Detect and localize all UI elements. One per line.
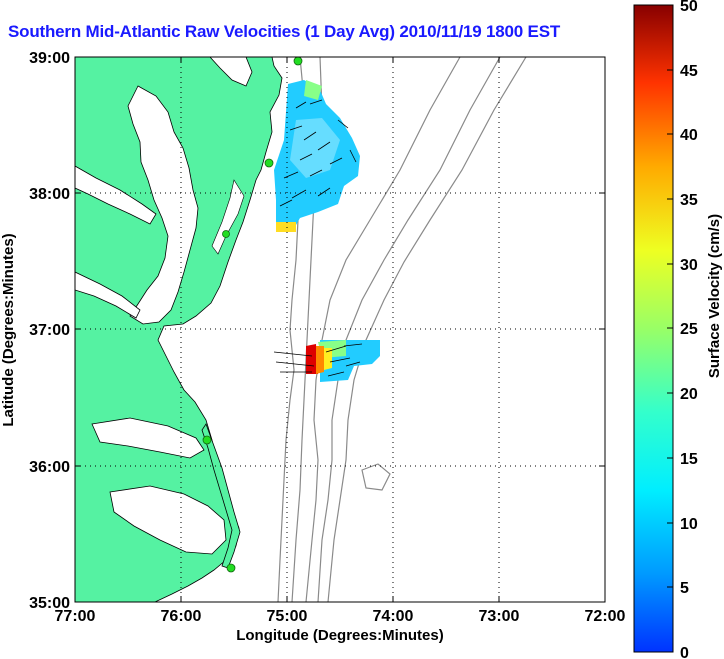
y-tick-label: 36:00 [29, 459, 70, 476]
james-river [75, 271, 141, 319]
station-marker [202, 435, 212, 445]
x-tick-label: 72:00 [585, 608, 626, 625]
colorbar-tick-label: 40 [680, 127, 698, 144]
station-marker [264, 158, 274, 168]
colorbar-ticks [667, 4, 673, 653]
colorbar-tick-label: 20 [680, 386, 698, 403]
y-tick-label: 35:00 [29, 595, 70, 612]
y-axis-label: Latitude (Degrees:Minutes) [0, 233, 17, 426]
colorbar-tick-label: 35 [680, 192, 698, 209]
x-tick-labels: 77:00 76:00 75:00 74:00 73:00 72:00 [55, 608, 626, 625]
delaware-bay [209, 57, 253, 87]
axis-ticks [75, 57, 605, 602]
x-tick-label: 76:00 [161, 608, 202, 625]
station-marker [222, 230, 230, 238]
x-tick-label: 74:00 [373, 608, 414, 625]
colorbar-tick-label: 50 [680, 0, 698, 15]
x-tick-label: 73:00 [479, 608, 520, 625]
y-tick-label: 39:00 [29, 50, 70, 67]
grid-lines [75, 57, 605, 602]
outer-banks [201, 423, 241, 569]
y-tick-labels: 39:00 38:00 37:00 36:00 35:00 [29, 50, 70, 612]
x-tick-label: 77:00 [55, 608, 96, 625]
station-marker [226, 563, 236, 573]
colorbar-tick-label: 25 [680, 321, 698, 338]
colorbar-tick-label: 5 [680, 580, 689, 597]
x-tick-label: 75:00 [267, 608, 308, 625]
map-plot [75, 57, 605, 602]
y-tick-label: 38:00 [29, 186, 70, 203]
map-title: Southern Mid-Atlantic Raw Velocities (1 … [8, 22, 561, 41]
radar-stations [202, 57, 303, 573]
colorbar-tick-label: 0 [680, 645, 689, 659]
albemarle-sound [91, 417, 205, 459]
delmarva-inlet [211, 179, 245, 255]
x-axis-label: Longitude (Degrees:Minutes) [236, 627, 444, 644]
pamlico-sound [109, 485, 227, 555]
chesapeake-bay [127, 85, 199, 325]
colorbar-tick-label: 45 [680, 63, 698, 80]
colorbar-tick-label: 10 [680, 516, 698, 533]
colorbar: 50 45 40 35 30 25 20 15 10 5 0 Surface V… [633, 0, 723, 659]
colorbar-gradient [633, 4, 674, 653]
colorbar-label: Surface Velocity (cm/s) [706, 214, 723, 378]
potomac-river [75, 165, 157, 225]
velocity-field-north [274, 80, 360, 232]
velocity-field-south [273, 340, 380, 382]
colorbar-tick-label: 15 [680, 451, 698, 468]
station-marker [293, 57, 303, 66]
colorbar-tick-label: 30 [680, 257, 698, 274]
y-tick-label: 37:00 [29, 322, 70, 339]
